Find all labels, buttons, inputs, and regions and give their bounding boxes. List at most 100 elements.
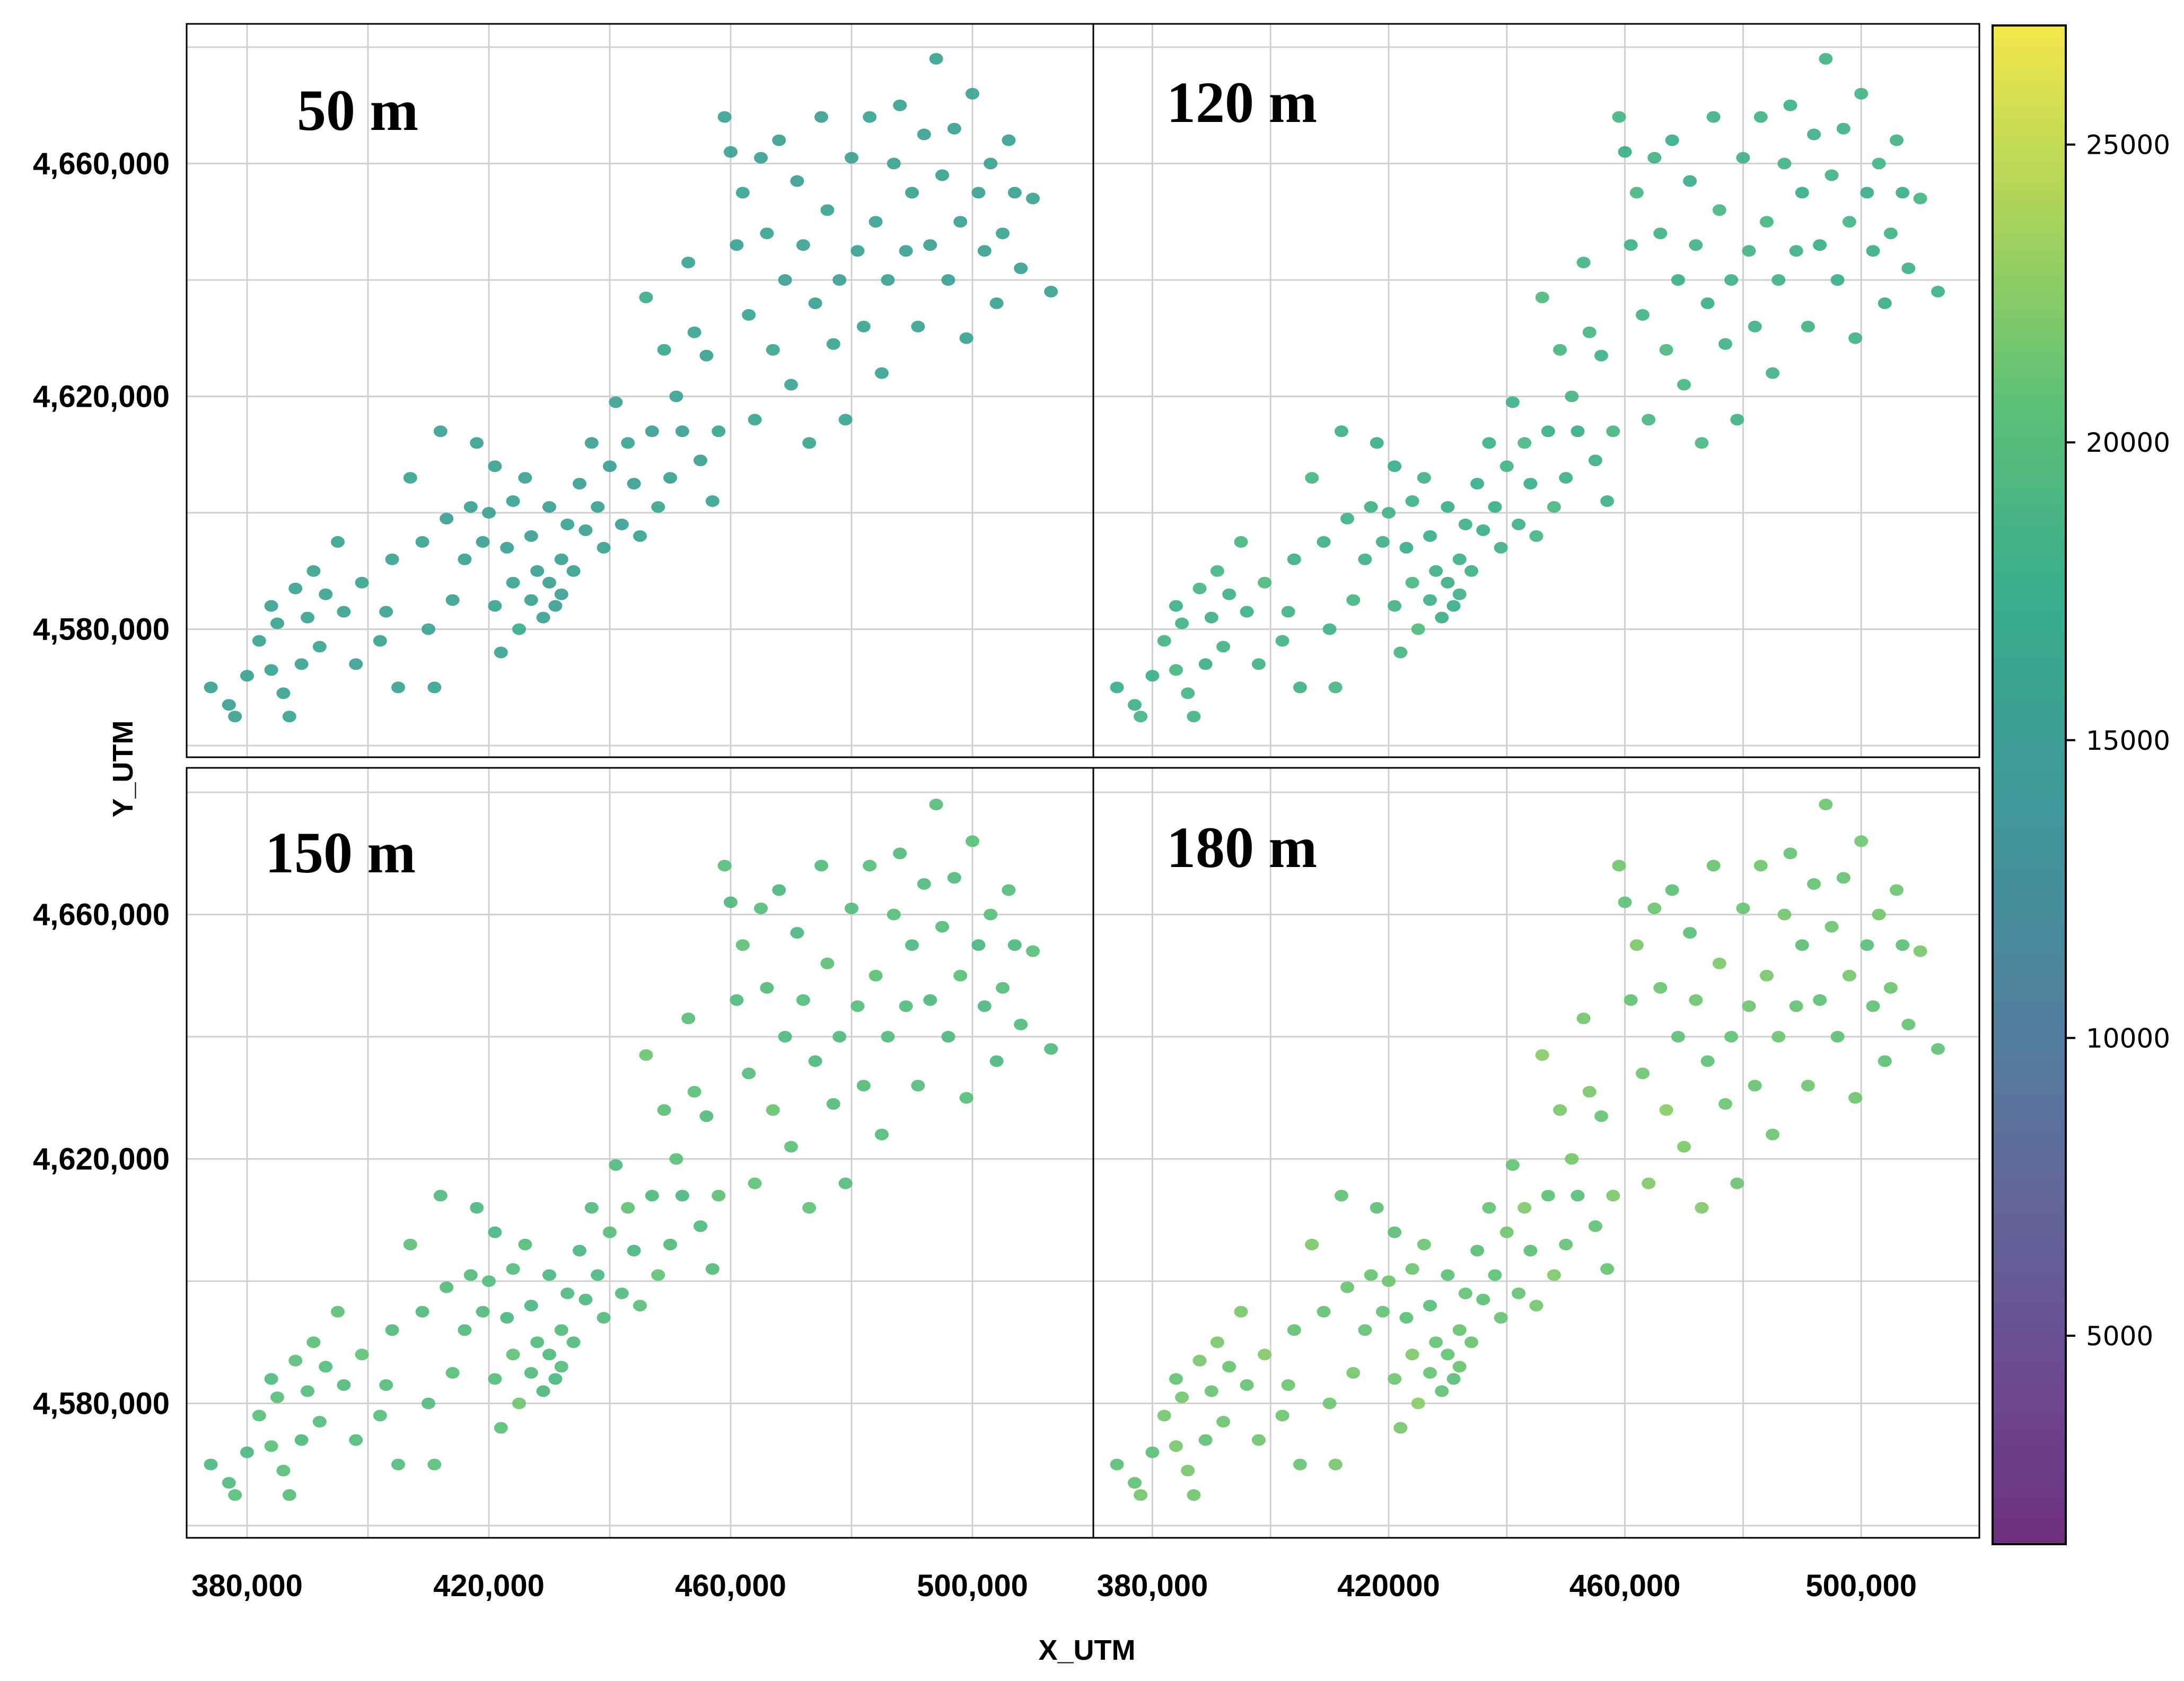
data-point [929, 52, 943, 65]
data-point [488, 1226, 502, 1238]
data-point [1145, 670, 1160, 682]
data-point [923, 239, 937, 251]
data-point [1706, 111, 1721, 123]
data-point [1612, 860, 1626, 872]
data-point [754, 152, 768, 164]
data-point [1002, 134, 1016, 146]
data-point [1435, 1385, 1449, 1397]
data-point [1671, 1031, 1685, 1043]
data-point [790, 927, 804, 939]
data-point [270, 617, 284, 629]
data-point [1819, 52, 1833, 65]
data-point [748, 1177, 762, 1189]
data-point [1801, 1080, 1815, 1092]
data-point [1192, 582, 1207, 594]
data-point [996, 227, 1010, 240]
data-point [1748, 320, 1762, 332]
data-point [1423, 1300, 1437, 1312]
data-point [1736, 903, 1750, 914]
data-point [1014, 262, 1028, 274]
data-point [1340, 513, 1354, 524]
data-point [264, 1440, 278, 1452]
panel-title: 50 m [297, 78, 418, 143]
data-point [1523, 1245, 1538, 1257]
data-point [1783, 99, 1797, 111]
data-point [1677, 1141, 1691, 1153]
data-point [282, 1489, 296, 1501]
data-point [966, 87, 979, 100]
data-point [899, 1000, 913, 1012]
data-point [645, 1189, 659, 1202]
data-point [554, 1361, 568, 1373]
x-tick-label: 500,000 [917, 1569, 1028, 1603]
data-point [222, 699, 236, 711]
data-point [1044, 1043, 1058, 1055]
points-2 [1110, 52, 1945, 723]
data-point [669, 390, 683, 402]
data-point [1878, 1055, 1892, 1067]
data-point [1128, 1477, 1142, 1489]
data-point [687, 326, 701, 338]
data-point [1901, 1019, 1916, 1030]
data-point [1281, 1379, 1295, 1391]
data-point [1346, 1367, 1361, 1379]
data-point [1883, 982, 1898, 994]
data-point [1287, 1324, 1301, 1336]
data-point [1582, 326, 1597, 338]
data-point [1441, 1349, 1455, 1361]
data-point [971, 939, 986, 951]
data-point [796, 994, 810, 1006]
data-point [929, 799, 943, 811]
data-point [911, 1080, 925, 1092]
data-point [663, 1238, 677, 1250]
data-point [935, 169, 949, 181]
data-point [1642, 1177, 1656, 1189]
data-point [959, 332, 973, 344]
data-point [1594, 349, 1608, 362]
x-axis-label: X_UTM [1038, 1634, 1135, 1666]
data-point [1883, 227, 1898, 240]
data-point [1216, 641, 1231, 653]
data-point [1913, 192, 1927, 205]
data-point [1866, 245, 1880, 257]
data-point [1706, 860, 1721, 872]
data-point [1476, 1293, 1490, 1306]
data-point [1281, 606, 1295, 618]
data-point [1836, 122, 1850, 135]
data-point [1523, 478, 1538, 490]
data-point [953, 216, 968, 228]
data-point [1452, 1361, 1467, 1373]
data-point [1192, 1354, 1207, 1367]
data-point [651, 1269, 665, 1281]
data-point [506, 495, 520, 507]
data-point [1559, 1238, 1573, 1250]
data-point [1364, 1269, 1378, 1281]
data-point [1653, 982, 1668, 994]
data-point [1854, 835, 1869, 847]
data-point [1730, 414, 1744, 426]
x-tick-label: 460,000 [675, 1569, 786, 1603]
colorbar-tick-label: 10000 [2086, 1023, 2170, 1054]
data-point [1712, 957, 1726, 969]
data-point [373, 1409, 387, 1422]
data-point [1446, 1373, 1461, 1385]
data-point [784, 379, 798, 391]
data-point [989, 297, 1004, 309]
data-point [578, 524, 593, 536]
data-point [724, 896, 738, 908]
panel-frame [1092, 767, 1980, 1539]
data-point [488, 1373, 502, 1385]
data-point [1890, 884, 1904, 896]
data-point [905, 187, 919, 199]
points-3 [204, 799, 1058, 1501]
data-point [349, 658, 363, 670]
data-point [355, 1349, 369, 1361]
data-point [542, 1269, 556, 1281]
data-point [331, 536, 345, 548]
data-point [1470, 1245, 1485, 1257]
data-point [1370, 1202, 1384, 1214]
data-point [1399, 541, 1414, 554]
data-point [1382, 507, 1396, 519]
data-point [989, 1055, 1004, 1067]
data-point [820, 957, 835, 969]
